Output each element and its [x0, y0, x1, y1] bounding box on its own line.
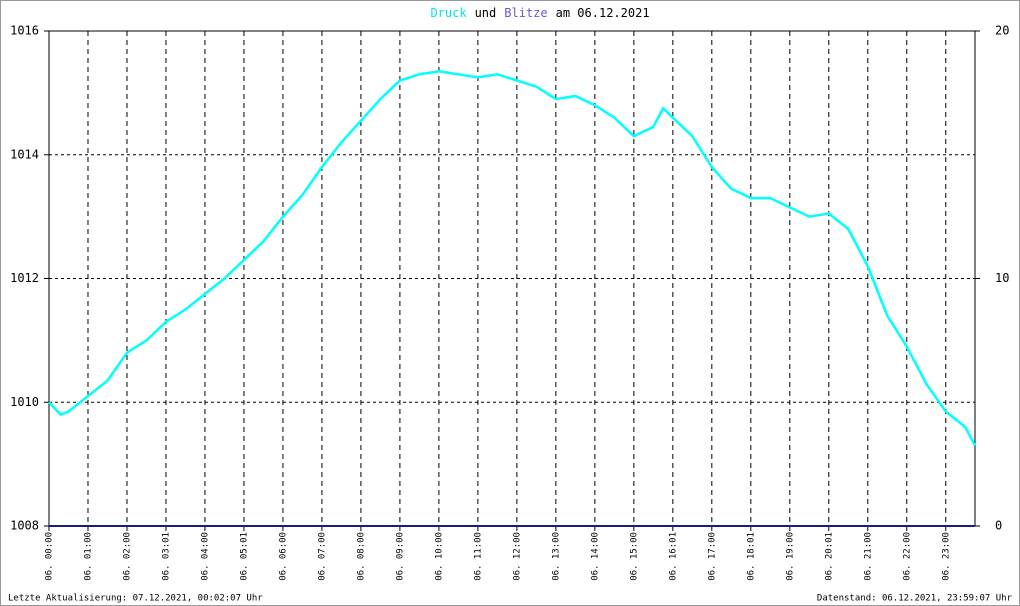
x-tick-label: 06. 06:00	[278, 532, 288, 581]
x-tick-label: 06. 20:01	[824, 532, 834, 581]
y2-tick-label: 0	[995, 519, 1002, 533]
title-part: Druck	[430, 6, 467, 20]
x-tick-label: 06. 21:00	[863, 532, 873, 581]
x-tick-label: 06. 01:00	[83, 532, 93, 581]
title-part: und	[475, 6, 497, 20]
chart-title: Druck und Blitze am 06.12.2021	[430, 6, 649, 20]
footer-left: Letzte Aktualisierung: 07.12.2021, 00:02…	[8, 594, 263, 604]
x-tick-label: 06. 16:01	[668, 532, 678, 581]
y-tick-label: 1016	[10, 24, 39, 38]
x-tick-label: 06. 08:00	[356, 532, 366, 581]
x-tick-label: 06. 04:00	[200, 532, 210, 581]
y-tick-label: 1012	[10, 271, 39, 285]
x-tick-label: 06. 03:01	[161, 532, 171, 581]
x-tick-label: 06. 14:00	[590, 532, 600, 581]
x-tick-label: 06. 07:00	[317, 532, 327, 581]
y2-tick-label: 10	[995, 271, 1009, 285]
footer-right: Datenstand: 06.12.2021, 23:59:07 Uhr	[817, 594, 1013, 604]
x-tick-label: 06. 13:00	[551, 532, 561, 581]
x-tick-label: 06. 18:01	[746, 532, 756, 581]
x-tick-label: 06. 00:00	[45, 532, 55, 581]
x-tick-label: 06. 10:00	[434, 532, 444, 581]
x-tick-label: 06. 11:00	[473, 532, 483, 581]
x-tick-label: 06. 02:00	[122, 532, 132, 581]
y-tick-label: 1010	[10, 395, 39, 409]
y-tick-label: 1008	[10, 519, 39, 533]
x-tick-label: 06. 17:00	[707, 532, 717, 581]
x-tick-label: 06. 12:00	[512, 532, 522, 581]
title-part: Blitze	[504, 6, 547, 20]
x-tick-label: 06. 19:00	[785, 532, 795, 581]
x-tick-label: 06. 22:00	[902, 532, 912, 581]
x-tick-label: 06. 15:00	[629, 532, 639, 581]
x-tick-label: 06. 05:01	[239, 532, 249, 581]
y2-tick-label: 20	[995, 24, 1009, 38]
y-tick-label: 1014	[10, 147, 39, 161]
title-part: am 06.12.2021	[556, 6, 650, 20]
x-tick-label: 06. 23:00	[941, 532, 951, 581]
x-tick-label: 06. 09:00	[395, 532, 405, 581]
data-line	[48, 69, 977, 447]
